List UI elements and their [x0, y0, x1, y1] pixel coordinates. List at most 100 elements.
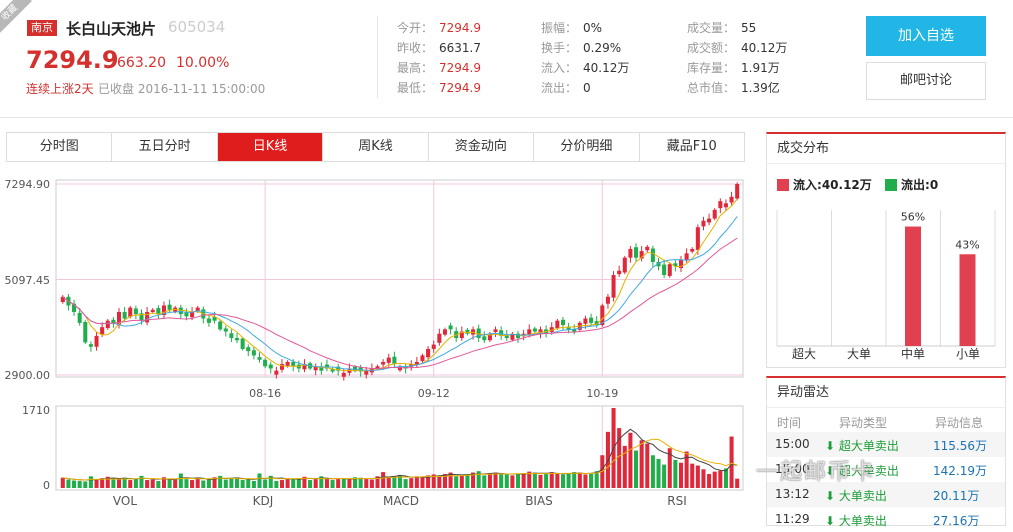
- volume-bar[interactable]: [167, 480, 172, 488]
- volume-bar[interactable]: [229, 478, 234, 488]
- volume-bar[interactable]: [347, 479, 352, 488]
- volume-bar[interactable]: [431, 474, 436, 488]
- indicator-bias[interactable]: BIAS: [525, 494, 553, 508]
- volume-bar[interactable]: [128, 480, 133, 488]
- candle[interactable]: [251, 346, 256, 360]
- candle[interactable]: [364, 366, 369, 379]
- volume-bar[interactable]: [313, 479, 318, 488]
- volume-bar[interactable]: [72, 480, 77, 488]
- volume-bar[interactable]: [145, 480, 150, 488]
- tab-f10[interactable]: 藏品F10: [639, 133, 744, 161]
- candle[interactable]: [319, 362, 324, 375]
- volume-bar[interactable]: [369, 479, 374, 488]
- volume-bar[interactable]: [656, 458, 661, 488]
- volume-bar[interactable]: [336, 479, 341, 488]
- radar-row[interactable]: 13:12 ⬇ 大单卖出 20.11万: [767, 482, 1005, 507]
- volume-bar[interactable]: [201, 480, 206, 488]
- candle[interactable]: [77, 307, 82, 326]
- candle[interactable]: [628, 246, 633, 263]
- candle[interactable]: [431, 340, 436, 353]
- volume-bar[interactable]: [364, 479, 369, 488]
- candle[interactable]: [499, 326, 504, 340]
- volume-bar[interactable]: [409, 478, 414, 488]
- volume-bar[interactable]: [190, 480, 195, 488]
- candle[interactable]: [274, 366, 279, 379]
- candle[interactable]: [667, 262, 672, 278]
- volume-bar[interactable]: [116, 478, 122, 488]
- volume-bar[interactable]: [515, 473, 521, 488]
- candle[interactable]: [409, 360, 414, 371]
- candle[interactable]: [83, 320, 88, 345]
- volume-bar[interactable]: [527, 471, 532, 488]
- volume-bar[interactable]: [240, 480, 245, 488]
- volume-bar[interactable]: [426, 475, 431, 488]
- volume-bar[interactable]: [437, 475, 442, 488]
- candle[interactable]: [650, 245, 655, 268]
- volume-bar[interactable]: [594, 471, 599, 488]
- volume-bar[interactable]: [296, 478, 301, 488]
- volume-bar[interactable]: [482, 475, 487, 488]
- volume-bar[interactable]: [465, 474, 470, 488]
- volume-bar[interactable]: [330, 480, 335, 488]
- candle[interactable]: [639, 246, 644, 262]
- volume-bar[interactable]: [639, 440, 644, 488]
- volume-bar[interactable]: [735, 478, 740, 488]
- volume-bar[interactable]: [341, 478, 346, 488]
- volume-bar[interactable]: [499, 474, 504, 488]
- volume-bar[interactable]: [251, 480, 256, 488]
- indicator-kdj[interactable]: KDJ: [253, 494, 274, 508]
- volume-chart[interactable]: 1710 0 VOL KDJ MACD BIAS RSI: [0, 400, 750, 526]
- volume-bar[interactable]: [566, 473, 571, 488]
- volume-bar[interactable]: [532, 472, 537, 488]
- volume-bar[interactable]: [504, 473, 509, 488]
- volume-bar[interactable]: [583, 474, 588, 488]
- candle[interactable]: [330, 367, 335, 374]
- indicator-rsi[interactable]: RSI: [667, 494, 687, 508]
- volume-bar[interactable]: [392, 476, 397, 488]
- volume-bar[interactable]: [544, 473, 549, 488]
- volume-bar[interactable]: [403, 479, 408, 488]
- candle[interactable]: [560, 316, 565, 331]
- candle[interactable]: [414, 356, 419, 368]
- volume-bar[interactable]: [414, 476, 419, 488]
- candle[interactable]: [532, 326, 537, 334]
- candle[interactable]: [656, 258, 661, 271]
- tab-fund-flow[interactable]: 资金动向: [428, 133, 535, 161]
- candle[interactable]: [392, 351, 397, 367]
- forum-button[interactable]: 邮吧讨论: [866, 62, 986, 100]
- volume-bar[interactable]: [156, 480, 161, 488]
- candle[interactable]: [634, 243, 639, 262]
- volume-bar[interactable]: [133, 479, 138, 488]
- volume-bar[interactable]: [622, 445, 627, 488]
- volume-bar[interactable]: [589, 473, 594, 488]
- distribution-bar[interactable]: [905, 226, 921, 346]
- volume-bar[interactable]: [161, 477, 166, 488]
- volume-bar[interactable]: [83, 481, 88, 488]
- candle[interactable]: [673, 260, 678, 272]
- volume-bar[interactable]: [673, 459, 678, 488]
- volume-bar[interactable]: [442, 473, 447, 488]
- tab-weekly-k[interactable]: 周K线: [323, 133, 429, 161]
- volume-bar[interactable]: [302, 476, 307, 488]
- volume-bar[interactable]: [707, 473, 712, 488]
- volume-bar[interactable]: [206, 479, 211, 488]
- candle[interactable]: [723, 199, 728, 212]
- volume-bar[interactable]: [695, 465, 700, 488]
- candle[interactable]: [493, 326, 498, 337]
- volume-bar[interactable]: [572, 472, 577, 488]
- volume-bar[interactable]: [645, 443, 650, 488]
- volume-bar[interactable]: [88, 476, 93, 488]
- volume-bar[interactable]: [122, 477, 127, 488]
- candle[interactable]: [611, 271, 616, 302]
- radar-row[interactable]: 11:29 ⬇ 大单卖出 27.16万: [767, 507, 1005, 532]
- indicator-macd[interactable]: MACD: [383, 494, 419, 508]
- tab-timeshare[interactable]: 分时图: [7, 133, 113, 161]
- candle[interactable]: [510, 331, 515, 342]
- candle[interactable]: [156, 305, 161, 320]
- candle[interactable]: [240, 336, 245, 351]
- candle[interactable]: [442, 327, 447, 337]
- candle[interactable]: [690, 247, 695, 254]
- volume-bar[interactable]: [718, 470, 723, 488]
- tab-five-day[interactable]: 五日分时: [112, 133, 218, 161]
- candle[interactable]: [476, 324, 481, 342]
